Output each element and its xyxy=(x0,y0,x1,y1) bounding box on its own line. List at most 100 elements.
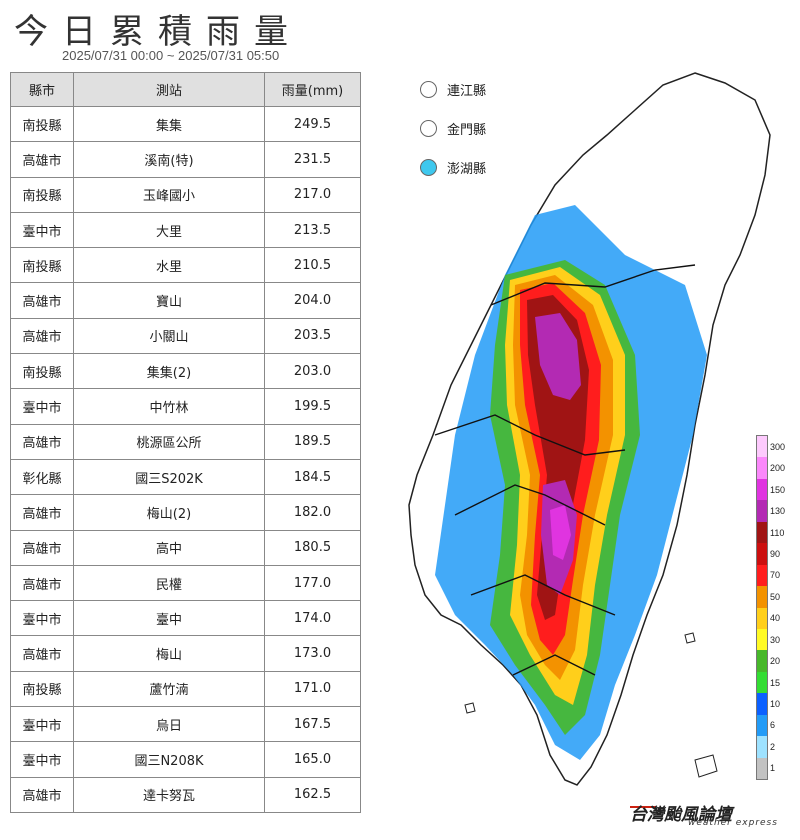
cell-county: 高雄市 xyxy=(10,317,74,355)
scale-label: 40 xyxy=(770,613,781,624)
cell-station: 寶山 xyxy=(73,282,265,319)
scale-label: 15 xyxy=(770,677,781,688)
orchid-island-icon xyxy=(694,754,718,778)
cell-station: 梅山 xyxy=(73,635,265,672)
table-row: 高雄市 梅山(2) 182.0 xyxy=(10,494,361,531)
legend-penghu: 澎湖縣 xyxy=(420,158,486,177)
scale-swatch xyxy=(757,607,767,629)
cell-station: 玉峰國小 xyxy=(73,176,265,213)
cell-rainfall: 210.5 xyxy=(264,247,361,284)
cell-county: 彰化縣 xyxy=(10,458,74,496)
scale-swatch xyxy=(757,436,767,458)
page-title: 今日累積雨量 xyxy=(14,12,302,52)
table-row: 臺中市 中竹林 199.5 xyxy=(10,388,361,425)
cell-rainfall: 204.0 xyxy=(264,282,361,319)
table-row: 高雄市 達卡努瓦 162.5 xyxy=(10,776,361,813)
table-row: 南投縣 集集(2) 203.0 xyxy=(10,353,361,390)
table-row: 臺中市 烏日 167.5 xyxy=(10,706,361,743)
cell-rainfall: 171.0 xyxy=(264,670,361,708)
legend-kinmen: 金門縣 xyxy=(420,119,486,138)
table-row: 南投縣 集集 249.5 xyxy=(10,105,361,143)
scale-label: 70 xyxy=(770,570,781,581)
scale-label: 90 xyxy=(770,548,781,559)
scale-swatch xyxy=(757,457,767,479)
taiwan-rainfall-map xyxy=(408,72,771,786)
scale-label: 50 xyxy=(770,591,781,602)
rain-zone-magenta-north xyxy=(535,313,581,400)
cell-county: 南投縣 xyxy=(10,105,74,143)
cell-rainfall: 189.5 xyxy=(264,423,361,460)
cell-station: 高中 xyxy=(73,529,265,566)
cell-station: 中竹林 xyxy=(73,388,265,425)
cell-county: 高雄市 xyxy=(10,141,74,178)
color-scale-labels: 300 200 150 130 110 90 70 50 40 30 20 15 10 6 2 1 xyxy=(770,435,800,778)
scale-label: 10 xyxy=(770,699,781,710)
liuqiu-island-icon xyxy=(464,702,476,714)
header-county: 縣市 xyxy=(10,72,74,107)
cell-county: 高雄市 xyxy=(10,635,74,672)
cell-county: 臺中市 xyxy=(10,211,74,249)
rain-zone-peak xyxy=(550,505,571,560)
table-row: 高雄市 寶山 204.0 xyxy=(10,282,361,319)
cell-rainfall: 231.5 xyxy=(264,141,361,178)
table-row: 高雄市 高中 180.5 xyxy=(10,529,361,566)
scale-swatch xyxy=(757,586,767,608)
header-station: 測站 xyxy=(73,72,265,107)
cell-station: 國三S202K xyxy=(73,458,265,496)
cell-station: 臺中 xyxy=(73,600,265,637)
scale-swatch xyxy=(757,714,767,737)
brand-subtitle: weather express xyxy=(688,818,778,828)
table-row: 高雄市 溪南(特) 231.5 xyxy=(10,141,361,178)
header-rainfall: 雨量(mm) xyxy=(264,72,361,107)
brand-accent-line xyxy=(630,806,656,808)
scale-swatch xyxy=(757,521,767,544)
cell-rainfall: 180.5 xyxy=(264,529,361,566)
cell-rainfall: 173.0 xyxy=(264,635,361,672)
cell-rainfall: 167.5 xyxy=(264,706,361,743)
legend-lienchiang: 連江縣 xyxy=(420,80,486,99)
table-row: 高雄市 桃源區公所 189.5 xyxy=(10,423,361,460)
cell-station: 桃源區公所 xyxy=(73,423,265,460)
cell-county: 臺中市 xyxy=(10,388,74,425)
scale-label: 20 xyxy=(770,656,781,667)
table-row: 高雄市 梅山 173.0 xyxy=(10,635,361,672)
cell-rainfall: 177.0 xyxy=(264,564,361,602)
cell-county: 高雄市 xyxy=(10,494,74,531)
cell-rainfall: 203.0 xyxy=(264,353,361,390)
scale-label: 30 xyxy=(770,634,781,645)
cell-station: 集集 xyxy=(73,105,265,143)
cell-county: 高雄市 xyxy=(10,776,74,813)
cell-rainfall: 249.5 xyxy=(264,105,361,143)
scale-swatch xyxy=(757,671,767,694)
table-row: 高雄市 民權 177.0 xyxy=(10,564,361,602)
cell-station: 國三N208K xyxy=(73,741,265,778)
cell-station: 達卡努瓦 xyxy=(73,776,265,813)
table-header-row: 縣市 測站 雨量(mm) xyxy=(10,72,361,107)
cell-rainfall: 182.0 xyxy=(264,494,361,531)
cell-station: 小關山 xyxy=(73,317,265,355)
scale-swatch xyxy=(757,757,767,779)
scale-swatch xyxy=(757,478,767,501)
cell-county: 臺中市 xyxy=(10,741,74,778)
lienchiang-marker-icon xyxy=(420,81,437,98)
legend-label: 澎湖縣 xyxy=(447,162,487,177)
scale-label: 6 xyxy=(770,720,776,731)
time-range: 2025/07/31 00:00 ~ 2025/07/31 05:50 xyxy=(62,48,280,63)
table-row: 臺中市 大里 213.5 xyxy=(10,211,361,249)
table-row: 高雄市 小關山 203.5 xyxy=(10,317,361,355)
cell-station: 大里 xyxy=(73,211,265,249)
cell-rainfall: 217.0 xyxy=(264,176,361,213)
scale-swatch xyxy=(757,736,767,758)
cell-station: 集集(2) xyxy=(73,353,265,390)
county-borders xyxy=(434,264,696,676)
scale-label: 150 xyxy=(770,484,786,495)
cell-station: 梅山(2) xyxy=(73,494,265,531)
cell-county: 高雄市 xyxy=(10,564,74,602)
cell-station: 民權 xyxy=(73,564,265,602)
cell-rainfall: 203.5 xyxy=(264,317,361,355)
scale-swatch xyxy=(757,650,767,672)
cell-county: 高雄市 xyxy=(10,529,74,566)
scale-label: 2 xyxy=(770,741,776,752)
scale-label: 200 xyxy=(770,463,786,474)
scale-swatch xyxy=(757,628,767,651)
